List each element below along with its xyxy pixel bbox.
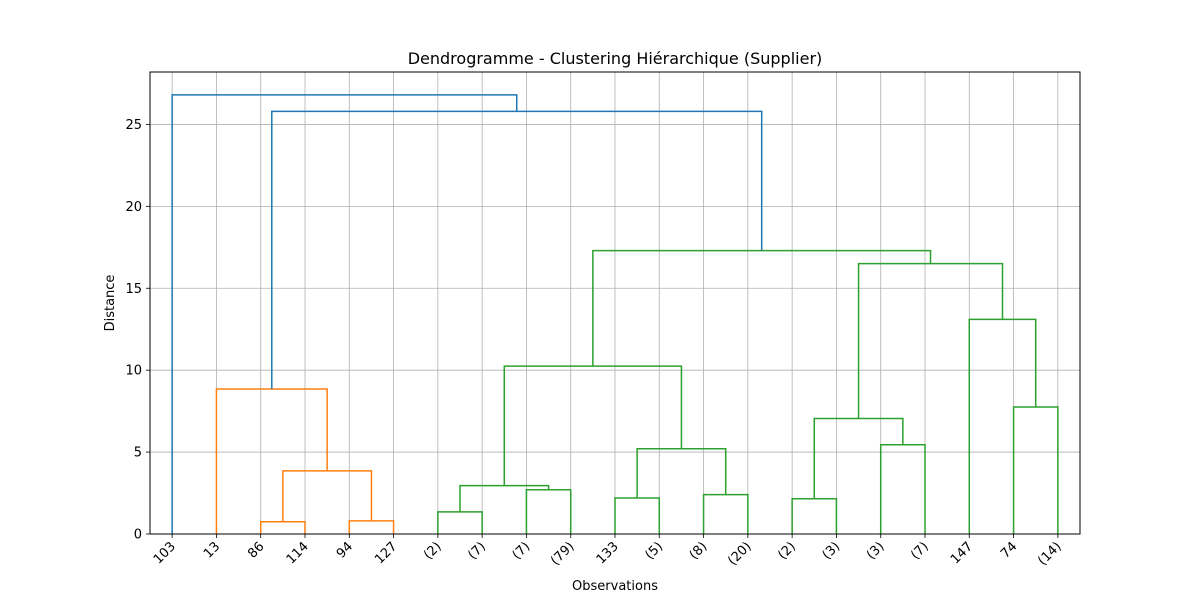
y-tick-label: 10 [125, 364, 142, 379]
leaf-label: 147 [948, 539, 976, 567]
grid-lines [150, 72, 1080, 535]
dendrogram-link [614, 497, 661, 534]
leaf-label: 127 [372, 539, 400, 567]
chart-title: Dendrogramme - Clustering Hiérarchique (… [408, 49, 823, 68]
leaf-label: (7) [465, 539, 489, 563]
y-axis-label: Distance [103, 275, 118, 332]
dendrogram-link [1012, 406, 1059, 534]
leaf-label: (5) [642, 539, 666, 563]
dendrogram-links [171, 94, 1059, 534]
dendrogram-link [215, 388, 328, 534]
leaf-label: (14) [1035, 539, 1064, 568]
dendrogram-link [525, 489, 572, 534]
dendrogram-link [636, 448, 727, 498]
leaf-label: 74 [998, 539, 1020, 561]
y-tick-label: 20 [125, 200, 142, 215]
dendrogram-link [702, 493, 749, 534]
leaf-label: (8) [687, 539, 711, 563]
dendrogram-link [879, 443, 926, 534]
x-axis: 103 13 86 114 94 127 (2) (7) (7) (79) 133 (5) (8) (20… [151, 534, 1065, 569]
dendrogram-link [791, 498, 838, 534]
dendrogram-link [813, 417, 904, 499]
leaf-label: (20) [725, 539, 754, 568]
leaf-label: (2) [421, 539, 445, 563]
leaf-label: 86 [245, 539, 267, 561]
leaf-label: 103 [151, 539, 179, 567]
y-axis: 0 5 10 15 20 25 [125, 118, 150, 543]
leaf-label: 133 [594, 539, 622, 567]
dendrogram-link [857, 262, 1004, 419]
y-tick-label: 0 [134, 528, 142, 543]
leaf-label: (79) [548, 539, 577, 568]
leaf-label: 114 [284, 539, 312, 567]
dendrogram-link [259, 520, 306, 534]
dendrogram-link [437, 511, 483, 534]
dendrogram-link [968, 318, 1037, 534]
x-axis-label: Observations [572, 579, 658, 594]
dendrogram-link [503, 365, 683, 486]
dendrogram-link [282, 470, 373, 522]
leaf-label: (7) [510, 539, 534, 563]
y-tick-label: 25 [125, 118, 142, 133]
leaf-label: (7) [908, 539, 932, 563]
y-tick-label: 15 [125, 282, 142, 297]
leaf-label: (3) [864, 539, 888, 563]
leaf-label: (3) [820, 539, 844, 563]
dendrogram-link [592, 249, 932, 367]
leaf-label: 13 [201, 539, 223, 561]
leaf-label: 94 [334, 539, 356, 561]
y-tick-label: 5 [134, 446, 142, 461]
dendrogram-link [171, 94, 518, 534]
leaf-label: (2) [775, 539, 799, 563]
dendrogram-link [348, 520, 395, 534]
